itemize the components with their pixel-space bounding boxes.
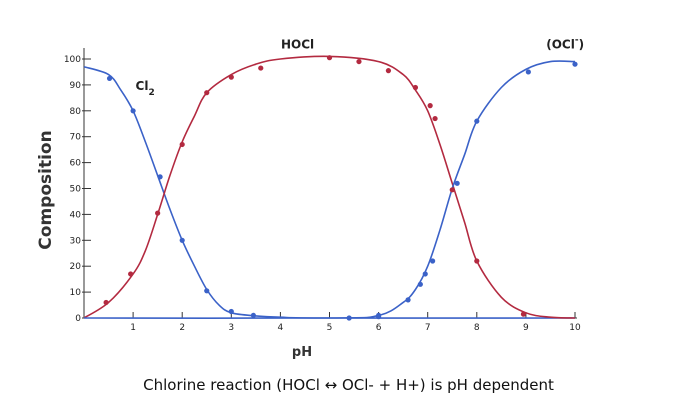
ocl-data-point <box>474 118 480 124</box>
hocl-data-point <box>128 271 134 277</box>
hocl-line <box>83 55 576 319</box>
series-curves <box>83 55 576 319</box>
hocl-data-point <box>449 187 455 193</box>
hocl-data-point <box>520 311 527 317</box>
ocl-data-point <box>417 281 423 287</box>
x-tick-label: 9 <box>523 323 529 333</box>
hocl-data-point <box>179 141 185 148</box>
y-tick-label: 10 <box>70 288 82 298</box>
x-tick-label: 10 <box>569 323 581 333</box>
hocl-data-point <box>412 84 419 91</box>
x-tick-label: 4 <box>278 323 284 333</box>
x-axis-title: pH <box>292 345 312 360</box>
y-tick-label: 0 <box>75 314 81 324</box>
ocl-line <box>83 60 576 319</box>
y-tick-label: 50 <box>70 185 82 195</box>
ocl-data-point <box>430 258 436 264</box>
cl2-data-point <box>157 174 163 180</box>
series-points <box>103 55 578 321</box>
hocl-data-point <box>155 210 161 216</box>
y-tick-label: 70 <box>70 133 82 143</box>
hocl-data-point <box>258 65 264 71</box>
y-tick-label: 80 <box>70 107 82 117</box>
cl2-data-point <box>179 237 185 243</box>
ocl-data-point <box>405 297 411 303</box>
y-axis-title: Composition <box>36 130 56 249</box>
ocl-data-point <box>572 61 578 67</box>
cl2-data-point <box>204 288 210 294</box>
hocl-data-point <box>356 58 362 65</box>
cl2-data-point <box>346 315 352 321</box>
hocl-label: HOCl <box>281 38 314 52</box>
y-tick-label: 20 <box>70 262 82 272</box>
y-tick-label: 100 <box>64 55 81 65</box>
ocl-data-point <box>422 271 428 277</box>
x-tick-label: 8 <box>474 323 480 333</box>
ocl-data-point <box>454 180 460 186</box>
hocl-data-point <box>427 103 433 109</box>
hocl-data-point <box>103 299 109 306</box>
series-labels: Cl2 HOCl (OCl-) <box>136 36 585 98</box>
cl2-data-point <box>106 75 113 82</box>
hocl-data-point <box>204 90 210 96</box>
ocl-label: (OCl-) <box>546 36 584 52</box>
x-tick-label: 6 <box>376 323 382 333</box>
hocl-data-point <box>432 115 438 122</box>
y-tick-label: 90 <box>70 81 82 91</box>
cl2-label: Cl2 <box>136 79 155 98</box>
x-tick-label: 1 <box>130 323 136 333</box>
x-tick-label: 5 <box>327 323 333 333</box>
cl2-data-point <box>228 308 234 315</box>
cl2-data-point <box>130 108 136 114</box>
x-tick-label: 2 <box>179 323 185 333</box>
y-tick-label: 40 <box>70 210 82 220</box>
x-tick-label: 7 <box>425 323 431 333</box>
ocl-data-point <box>376 312 382 319</box>
cl2-data-point <box>250 312 256 319</box>
hocl-data-point <box>228 74 234 80</box>
ocl-data-point <box>525 69 531 75</box>
hocl-data-point <box>474 258 480 264</box>
x-tick-label: 3 <box>228 323 234 333</box>
cl2-line <box>83 66 576 319</box>
hocl-data-point <box>326 55 333 61</box>
hocl-data-point <box>385 68 392 74</box>
figure-caption: Chlorine reaction (HOCl ↔ OCl- + H+) is … <box>143 376 554 394</box>
y-tick-label: 30 <box>70 236 82 246</box>
y-tick-label: 60 <box>70 159 82 169</box>
